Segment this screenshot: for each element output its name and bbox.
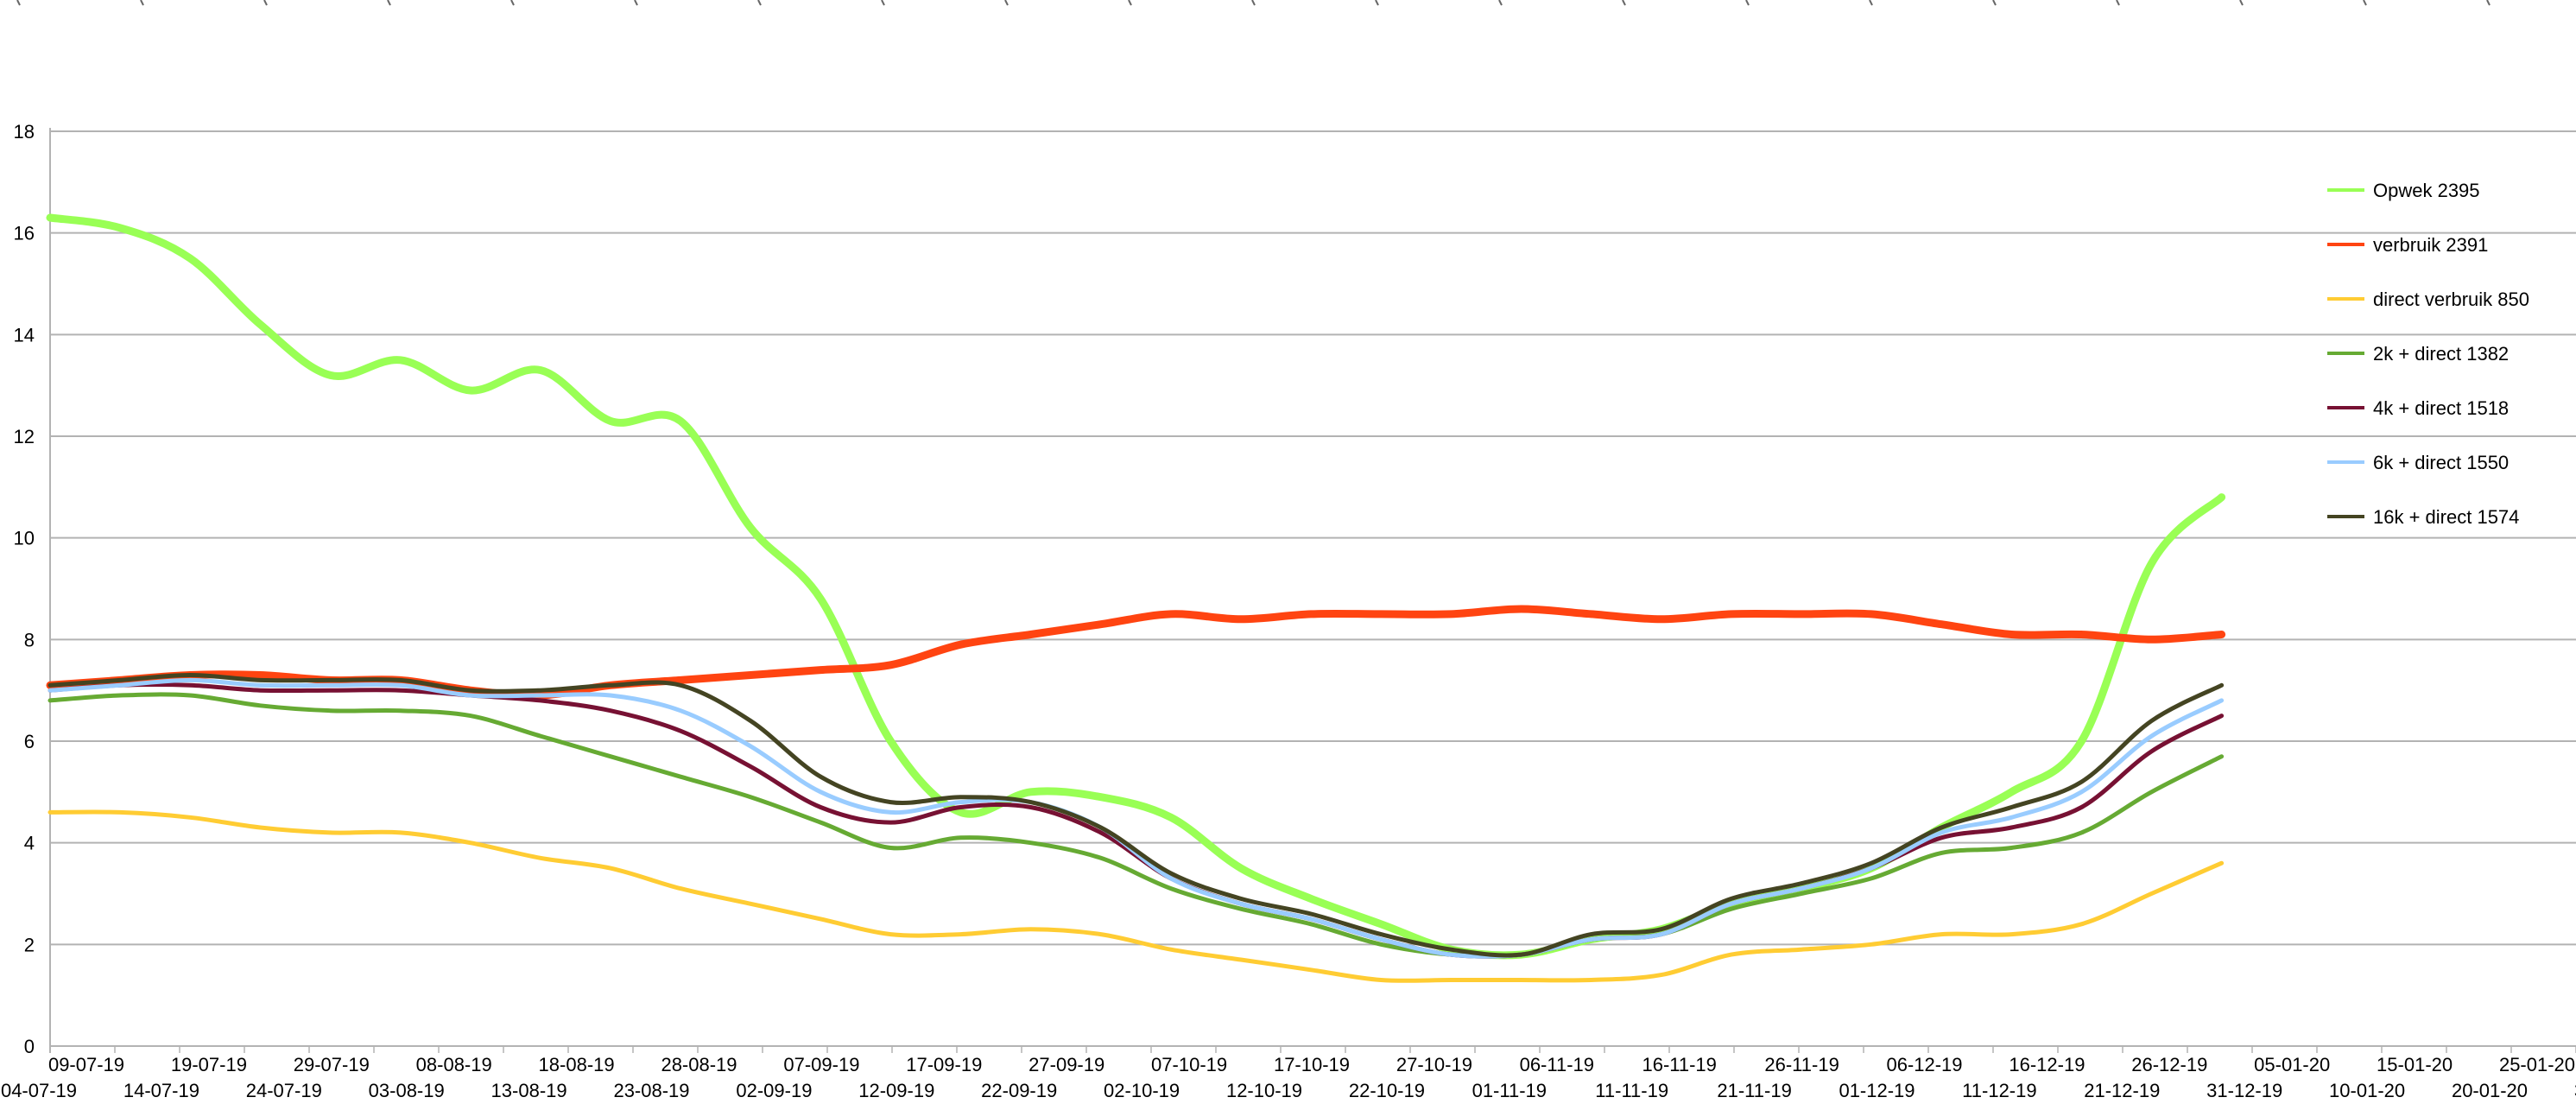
chart-axes	[49, 128, 2576, 1053]
x-tick-label: 22-09-19	[981, 1080, 1057, 1101]
top-tick-mark	[2239, 0, 2244, 6]
x-tick-label: 16-11-19	[1642, 1054, 1716, 1075]
legend: Opwek 2395 verbruik 2391 direct verbruik 8…	[2327, 180, 2529, 528]
y-tick-label: 0	[24, 1036, 35, 1057]
y-tick-label: 16	[14, 223, 35, 244]
x-tick-label: 14-07-19	[123, 1080, 199, 1101]
legend-entry: direct verbruik 850	[2373, 289, 2529, 310]
x-tick-label: 23-08-19	[613, 1080, 689, 1101]
x-tick-label: 05-01-20	[2254, 1054, 2330, 1075]
y-tick-label: 18	[14, 121, 35, 143]
x-tick-label: 02-09-19	[736, 1080, 812, 1101]
legend-entry: 4k + direct 1518	[2373, 397, 2509, 419]
x-tick-label: 21-12-19	[2084, 1080, 2160, 1101]
x-tick-label: 06-11-19	[1520, 1054, 1594, 1075]
x-tick-label: 20-01-20	[2452, 1080, 2528, 1101]
top-tick-mark	[1869, 0, 1873, 6]
x-axis-tick-labels: 09-07-19 19-07-19 29-07-19 08-08-19 18-08-19…	[1, 1054, 2576, 1101]
x-tick-label: 31-12-19	[2206, 1080, 2282, 1101]
y-tick-label: 2	[24, 934, 35, 955]
series-line-4	[47, 682, 2225, 959]
x-tick-label: 07-10-19	[1151, 1054, 1227, 1075]
legend-entry: Opwek 2395	[2373, 180, 2480, 201]
x-tick-label: 02-10-19	[1104, 1080, 1180, 1101]
legend-entry: 6k + direct 1550	[2373, 452, 2509, 473]
x-tick-label: 26-12-19	[2131, 1054, 2207, 1075]
x-tick-label: 11-11-19	[1595, 1080, 1668, 1101]
series-line-2	[47, 809, 2225, 983]
x-tick-label: 19-07-19	[171, 1054, 247, 1075]
top-tick-mark	[1375, 0, 1379, 6]
top-tick-mark	[16, 0, 21, 6]
x-tick-label: 21-11-19	[1717, 1080, 1791, 1101]
top-tick-mark	[757, 0, 762, 6]
top-tick-mark	[881, 0, 885, 6]
x-tick-label: 17-10-19	[1274, 1054, 1350, 1075]
y-gridlines	[50, 130, 2576, 1047]
y-tick-label: 4	[24, 833, 35, 854]
x-tick-label: 04-07-19	[1, 1080, 77, 1101]
top-tick-mark	[2116, 0, 2120, 6]
x-tick-label: 08-08-19	[416, 1054, 492, 1075]
top-tick-mark	[634, 0, 638, 6]
top-tick-mark	[1745, 0, 1750, 6]
y-tick-label: 12	[14, 426, 35, 447]
y-tick-label: 14	[14, 324, 35, 346]
series-lines	[46, 213, 2226, 983]
x-tick-label: 29-07-19	[294, 1054, 370, 1075]
series-line-3	[47, 692, 2225, 959]
x-tick-label: 06-12-19	[1886, 1054, 1962, 1075]
y-tick-label: 8	[24, 629, 35, 650]
top-tick-mark	[387, 0, 391, 6]
x-tick-label: 10-01-20	[2329, 1080, 2405, 1101]
top-tick-mark	[140, 0, 144, 6]
top-tick-mark	[1992, 0, 1997, 6]
legend-entry: verbruik 2391	[2373, 234, 2488, 256]
x-tick-label: 17-09-19	[906, 1054, 982, 1075]
x-tick-label: 24-07-19	[246, 1080, 322, 1101]
x-tick-label: 16-12-19	[2009, 1054, 2085, 1075]
top-tick-mark	[1004, 0, 1009, 6]
x-tick-label: 18-08-19	[539, 1054, 615, 1075]
top-tick-mark	[263, 0, 268, 6]
top-tick-mark	[1498, 0, 1503, 6]
x-tick-label: 09-07-19	[48, 1054, 124, 1075]
y-tick-label: 10	[14, 528, 35, 549]
top-tick-mark	[1622, 0, 1626, 6]
x-tick-label: 12-10-19	[1226, 1080, 1302, 1101]
x-tick-label: 13-08-19	[491, 1080, 567, 1101]
x-tick-label: 11-12-19	[1962, 1080, 2036, 1101]
top-tick-mark	[1128, 0, 1132, 6]
series-line-0	[46, 213, 2226, 960]
x-tick-label: 25-01-20	[2499, 1054, 2575, 1075]
x-tick-label: 07-09-19	[783, 1054, 859, 1075]
top-tick-mark	[2363, 0, 2367, 6]
series-line-5	[47, 677, 2225, 959]
y-axis-tick-labels: 0 2 4 6 8 10 12 14 16 18	[14, 121, 35, 1057]
top-tick-mark	[2486, 0, 2491, 6]
x-tick-label: 27-10-19	[1396, 1054, 1472, 1075]
x-tick-label: 22-10-19	[1349, 1080, 1425, 1101]
x-tick-label: 28-08-19	[661, 1054, 737, 1075]
x-tick-label: 27-09-19	[1029, 1054, 1104, 1075]
x-tick-label: 03-08-19	[369, 1080, 445, 1101]
x-tick-label: 26-11-19	[1764, 1054, 1839, 1075]
legend-entry: 2k + direct 1382	[2373, 343, 2509, 365]
legend-entry: 16k + direct 1574	[2373, 506, 2519, 528]
y-tick-label: 6	[24, 731, 35, 752]
x-tick-label: 15-01-20	[2377, 1054, 2453, 1075]
x-tick-label: 01-12-19	[1839, 1080, 1915, 1101]
series-line-6	[47, 673, 2225, 958]
top-tick-mark	[510, 0, 515, 6]
x-tick-label: 12-09-19	[858, 1080, 934, 1101]
top-tick-mark	[1251, 0, 1256, 6]
x-tick-label: 30-01-20	[2574, 1080, 2576, 1101]
top-axis-ticks	[16, 0, 2491, 6]
x-tick-label: 01-11-19	[1472, 1080, 1547, 1101]
